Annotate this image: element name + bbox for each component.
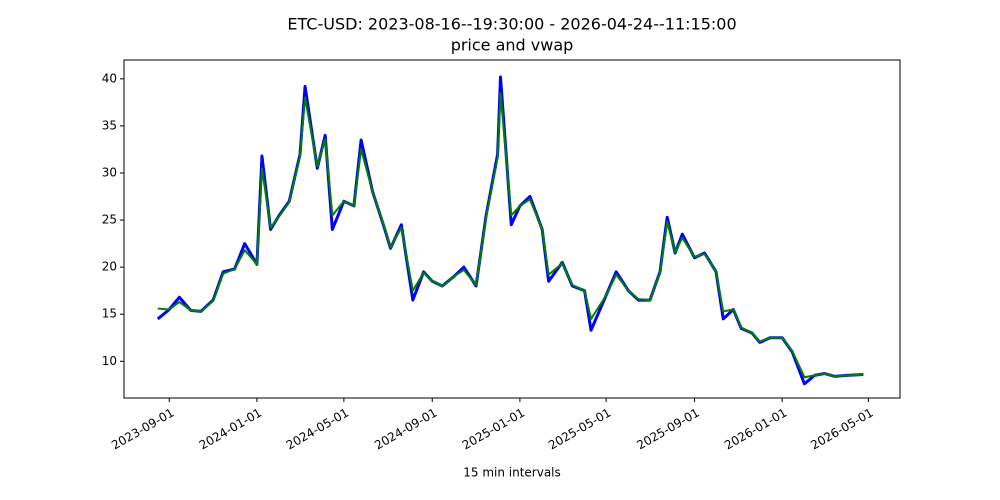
chart-title: ETC-USD: 2023-08-16--19:30:00 - 2026-04-… bbox=[287, 15, 736, 34]
y-tick-label: 30 bbox=[102, 165, 117, 179]
y-tick-label: 25 bbox=[102, 213, 117, 227]
y-tick-label: 20 bbox=[102, 260, 117, 274]
series-line bbox=[157, 91, 864, 379]
y-tick-label: 35 bbox=[102, 118, 117, 132]
y-tick-label: 15 bbox=[102, 307, 117, 321]
x-axis-label: 15 min intervals bbox=[463, 466, 561, 480]
chart-subtitle: price and vwap bbox=[451, 36, 574, 55]
y-tick-label: 40 bbox=[102, 71, 117, 85]
y-tick-label: 10 bbox=[102, 354, 117, 368]
plot-frame bbox=[123, 59, 901, 399]
